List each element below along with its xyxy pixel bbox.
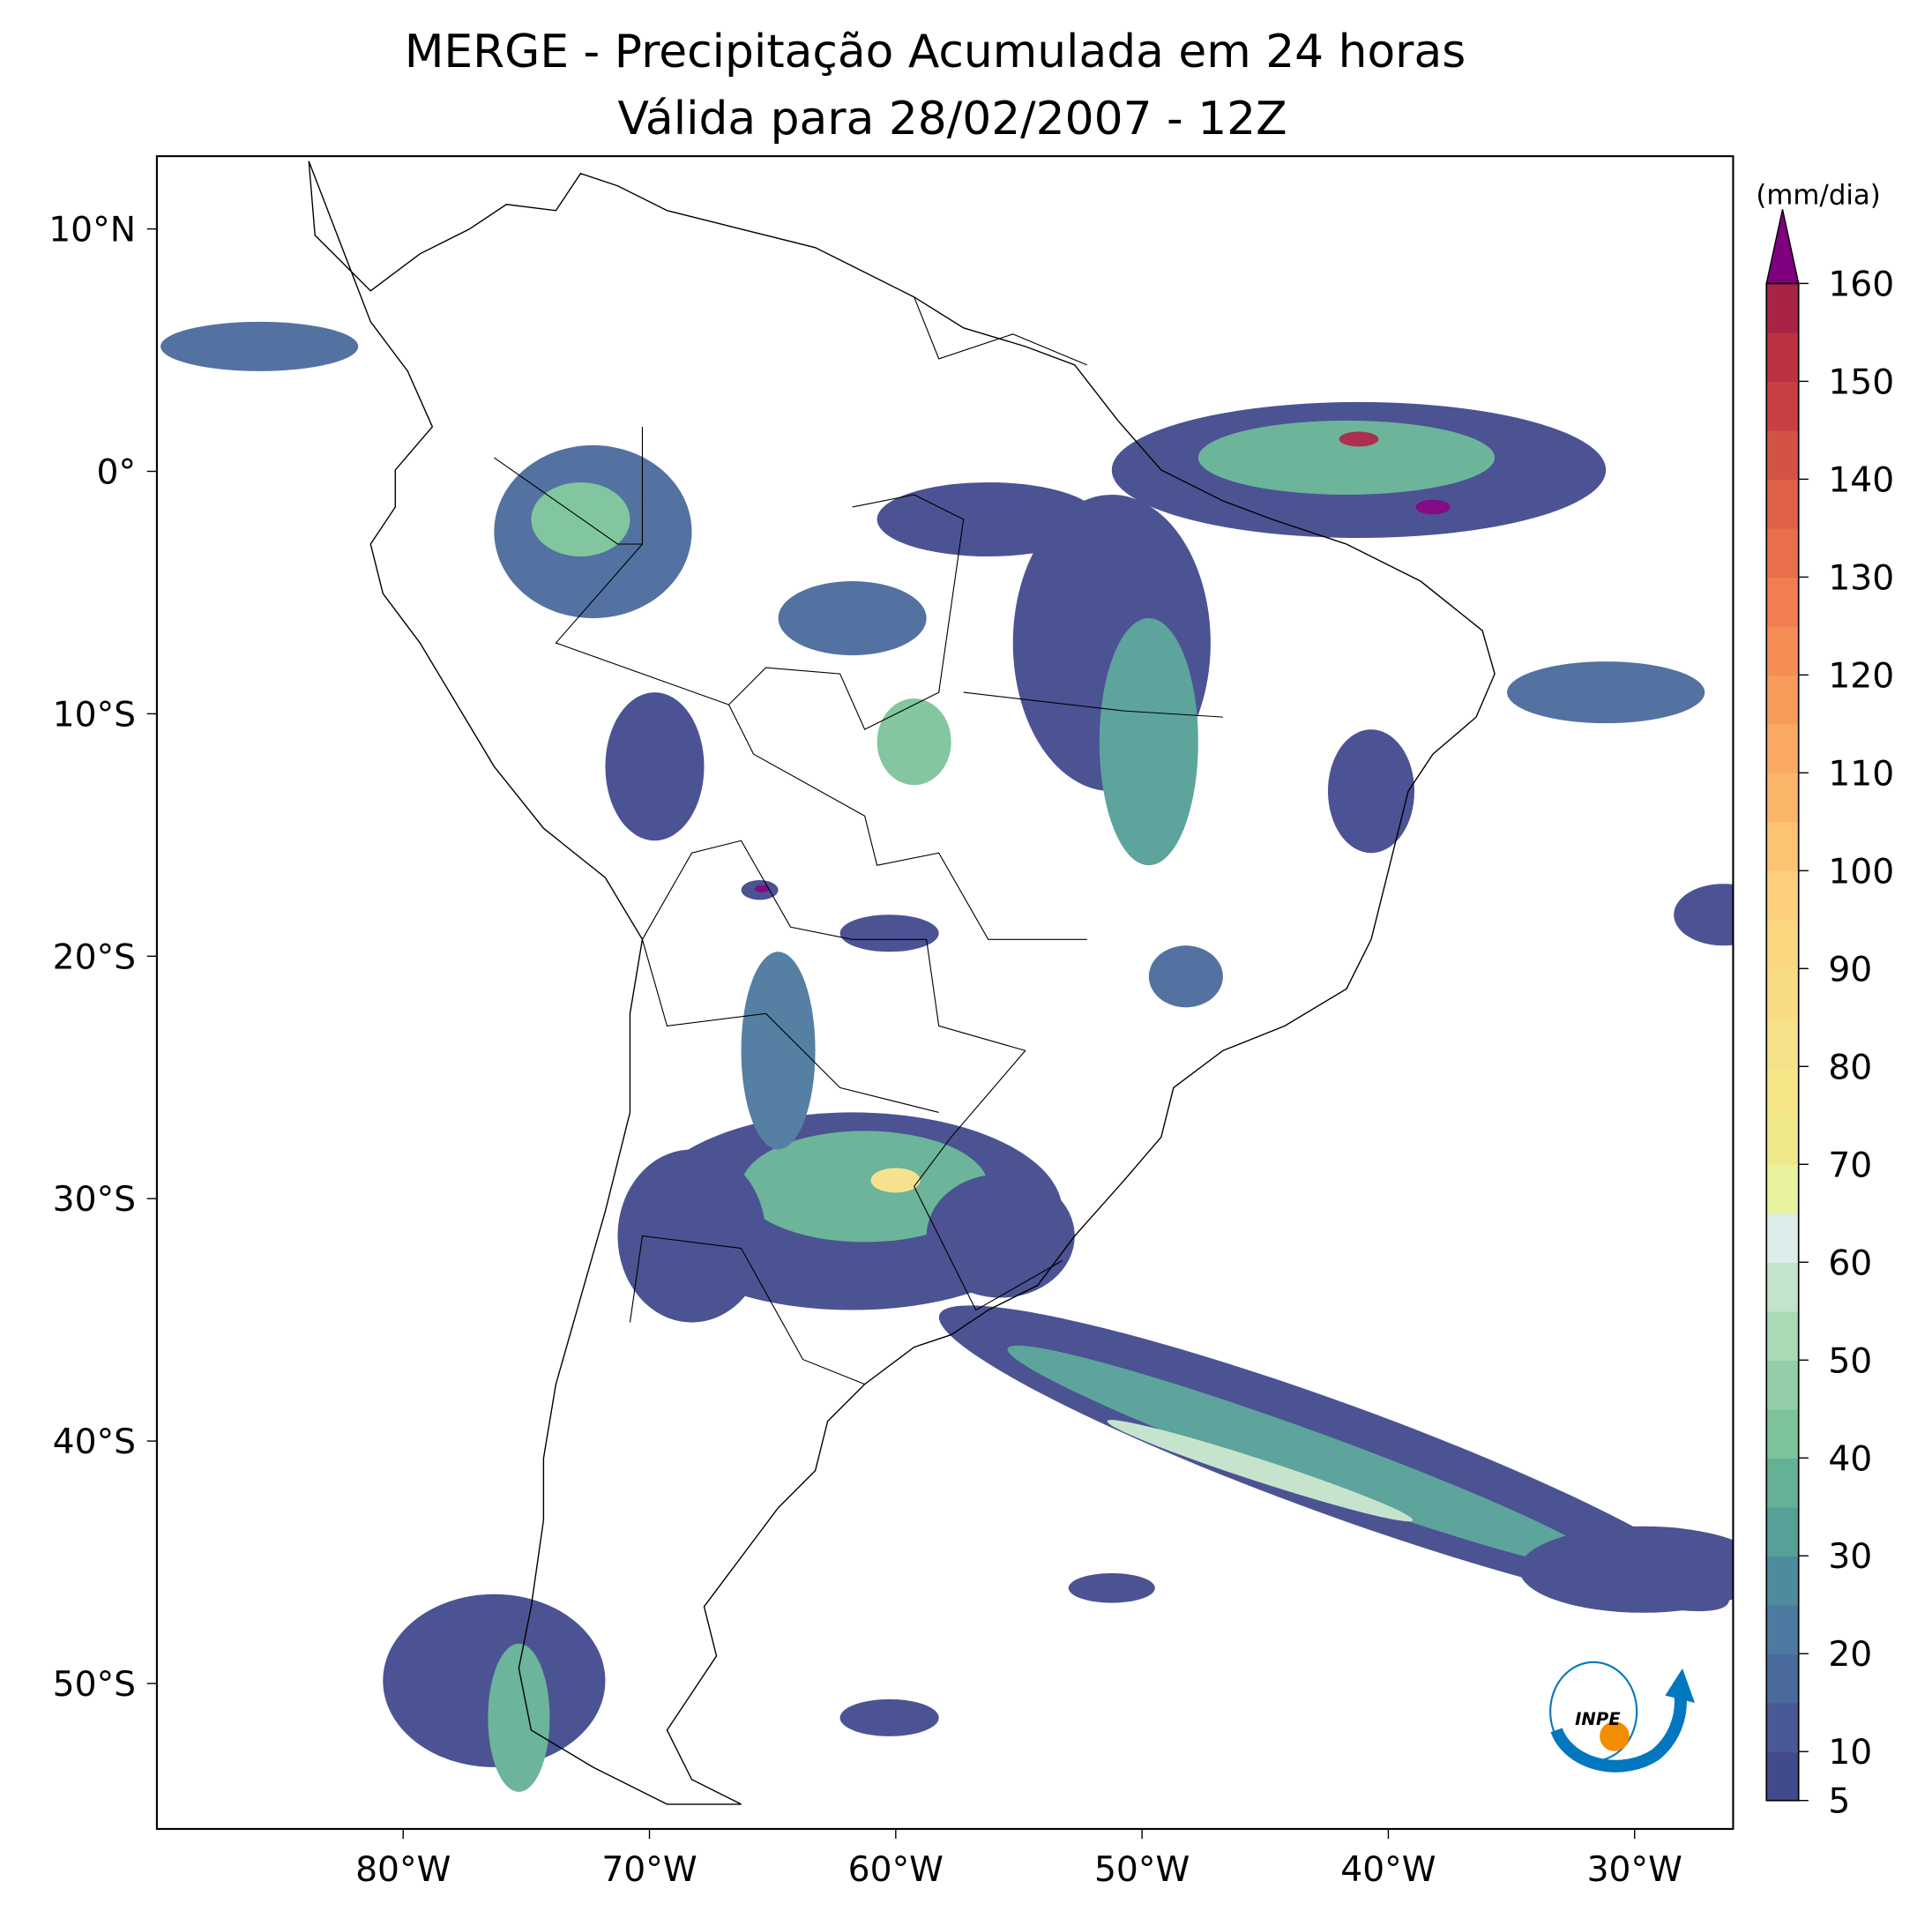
colorbar-band [1766,968,1799,1019]
colorbar-band [1766,1653,1799,1704]
colorbar-band [1766,479,1799,529]
colorbar-extend [1765,209,1800,285]
x-tick-label: 40°W [1340,1850,1436,1890]
logo-text: INPE [1575,1709,1621,1729]
y-tick-label: 10°N [48,211,136,250]
colorbar-band [1766,723,1799,774]
y-tick-label: 20°S [53,937,136,977]
colorbar-tick-label: 70 [1828,1146,1872,1185]
colorbar-band [1766,821,1799,872]
colorbar-band [1766,527,1799,579]
borders [494,296,1223,1385]
colorbar-band [1766,1506,1799,1556]
colorbar-tick-label: 110 [1828,754,1894,794]
colorbar-band [1766,1556,1799,1606]
colorbar-tick-label: 90 [1828,950,1872,989]
colorbar-tick-label: 160 [1828,265,1894,304]
colorbar-band [1766,1213,1799,1263]
colorbar-band [1766,1408,1799,1459]
colorbar-band [1766,332,1799,383]
colorbar-tick-label: 30 [1828,1537,1872,1577]
colorbar-tick-label: 5 [1828,1782,1850,1822]
colorbar-band [1766,381,1799,431]
y-tick-label: 10°S [53,695,136,735]
plot-frame [155,155,1734,1830]
x-tick-label: 70°W [601,1850,697,1890]
x-tick-label: 80°W [355,1850,451,1890]
colorbar-band [1766,283,1799,333]
colorbar-band [1766,1702,1799,1752]
colorbar-band [1766,675,1799,725]
y-tick-label: 30°S [53,1180,136,1220]
colorbar-tick-label: 10 [1828,1733,1872,1773]
colorbar-band [1766,429,1799,481]
x-tick-label: 60°W [848,1850,944,1890]
colorbar-band [1766,1017,1799,1068]
x-tick-label: 30°W [1587,1850,1682,1890]
title: MERGE - Precipitação Acumulada em 24 hor… [405,26,1466,78]
colorbar-tick-label: 40 [1828,1439,1872,1479]
colorbar-band [1766,1164,1799,1214]
colorbar-tick-label: 130 [1828,558,1894,598]
colorbar-tick-label: 150 [1828,362,1894,402]
colorbar-band [1766,919,1799,970]
y-tick-label: 40°S [53,1422,136,1462]
y-tick-label: 50°S [53,1665,136,1705]
precipitation-field [160,321,1734,1792]
colorbar-band [1766,577,1799,627]
colorbar-frame [1765,282,1800,1802]
colorbar-band [1766,1066,1799,1116]
colorbar-band [1766,1458,1799,1508]
colorbar-band [1766,773,1799,823]
map-layer: INPE [160,160,1734,1805]
colorbar-band [1766,1310,1799,1361]
colorbar-band [1766,1115,1799,1165]
colorbar-band [1766,1360,1799,1410]
x-tick-label: 50°W [1094,1850,1190,1890]
coastline [308,160,1496,1805]
colorbar-tick-label: 20 [1828,1635,1872,1675]
logo: INPE [1525,1621,1718,1795]
y-tick-label: 0° [97,453,137,493]
colorbar-band [1766,1262,1799,1312]
colorbar-tick-label: 50 [1828,1341,1872,1381]
colorbar-band [1766,870,1799,921]
colorbar-tick-label: 140 [1828,460,1894,500]
colorbar-band [1766,1604,1799,1654]
colorbar-tick-label: 80 [1828,1048,1872,1087]
colorbar-band [1766,1751,1799,1802]
subtitle: Válida para 28/02/2007 - 12Z [618,93,1287,146]
colorbar-tick-label: 100 [1828,852,1894,892]
colorbar-tick-label: 60 [1828,1243,1872,1283]
colorbar-label: (mm/dia) [1756,180,1880,212]
colorbar-tick-label: 120 [1828,656,1894,696]
colorbar-band [1766,625,1799,676]
